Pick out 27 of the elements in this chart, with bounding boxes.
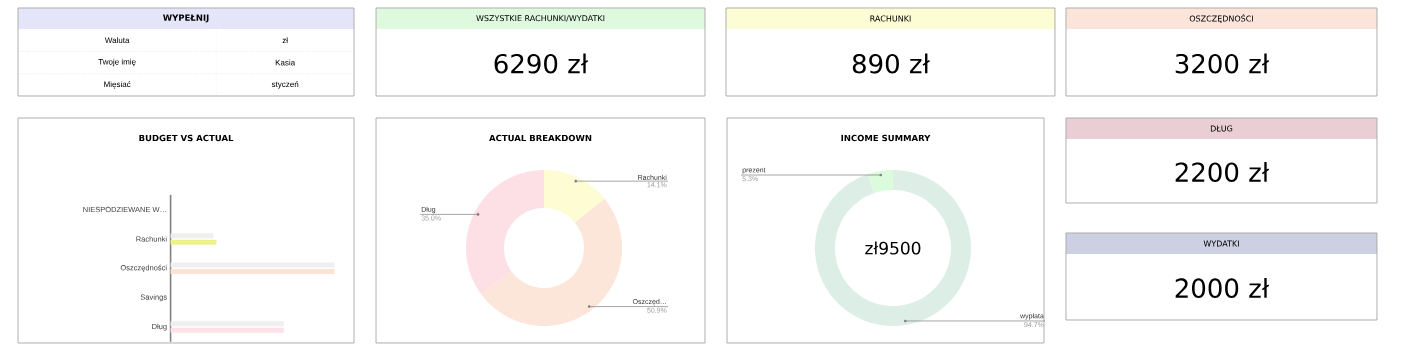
bar bbox=[170, 327, 284, 333]
text: zł bbox=[282, 37, 288, 44]
text: OSZCZĘDNOŚCI bbox=[1189, 14, 1253, 23]
bar bbox=[170, 262, 335, 268]
chart-title: INCOME SUMMARY bbox=[841, 134, 931, 142]
bar bbox=[170, 321, 284, 327]
text: DŁUG bbox=[1210, 125, 1233, 132]
text: styczeń bbox=[271, 81, 299, 89]
bar bbox=[170, 269, 335, 275]
text: Kasia bbox=[275, 59, 296, 66]
text: 890 zł bbox=[852, 53, 930, 74]
text: WYDATKI bbox=[1203, 240, 1239, 247]
text: 2200 zł bbox=[1175, 161, 1270, 183]
chart-title: BUDGET VS ACTUAL bbox=[139, 134, 234, 142]
text: RACHUNKI bbox=[870, 15, 911, 22]
text: 2000 zł bbox=[1175, 277, 1270, 299]
text: 3200 zł bbox=[1175, 53, 1270, 74]
bar bbox=[170, 233, 214, 239]
bar bbox=[170, 239, 217, 245]
category-label: Waluta bbox=[104, 37, 130, 44]
text: zł9500 bbox=[865, 241, 921, 255]
category-label: Twoje imię bbox=[98, 58, 136, 67]
text: 6290 zł bbox=[494, 53, 589, 74]
category-label: Mięsiać bbox=[104, 81, 131, 89]
chart-title: ACTUAL BREAKDOWN bbox=[489, 134, 592, 142]
text: WYPEŁNIJ bbox=[163, 14, 209, 23]
text: WSZYSTKIE RACHUNKI/WYDATKI bbox=[476, 15, 605, 22]
